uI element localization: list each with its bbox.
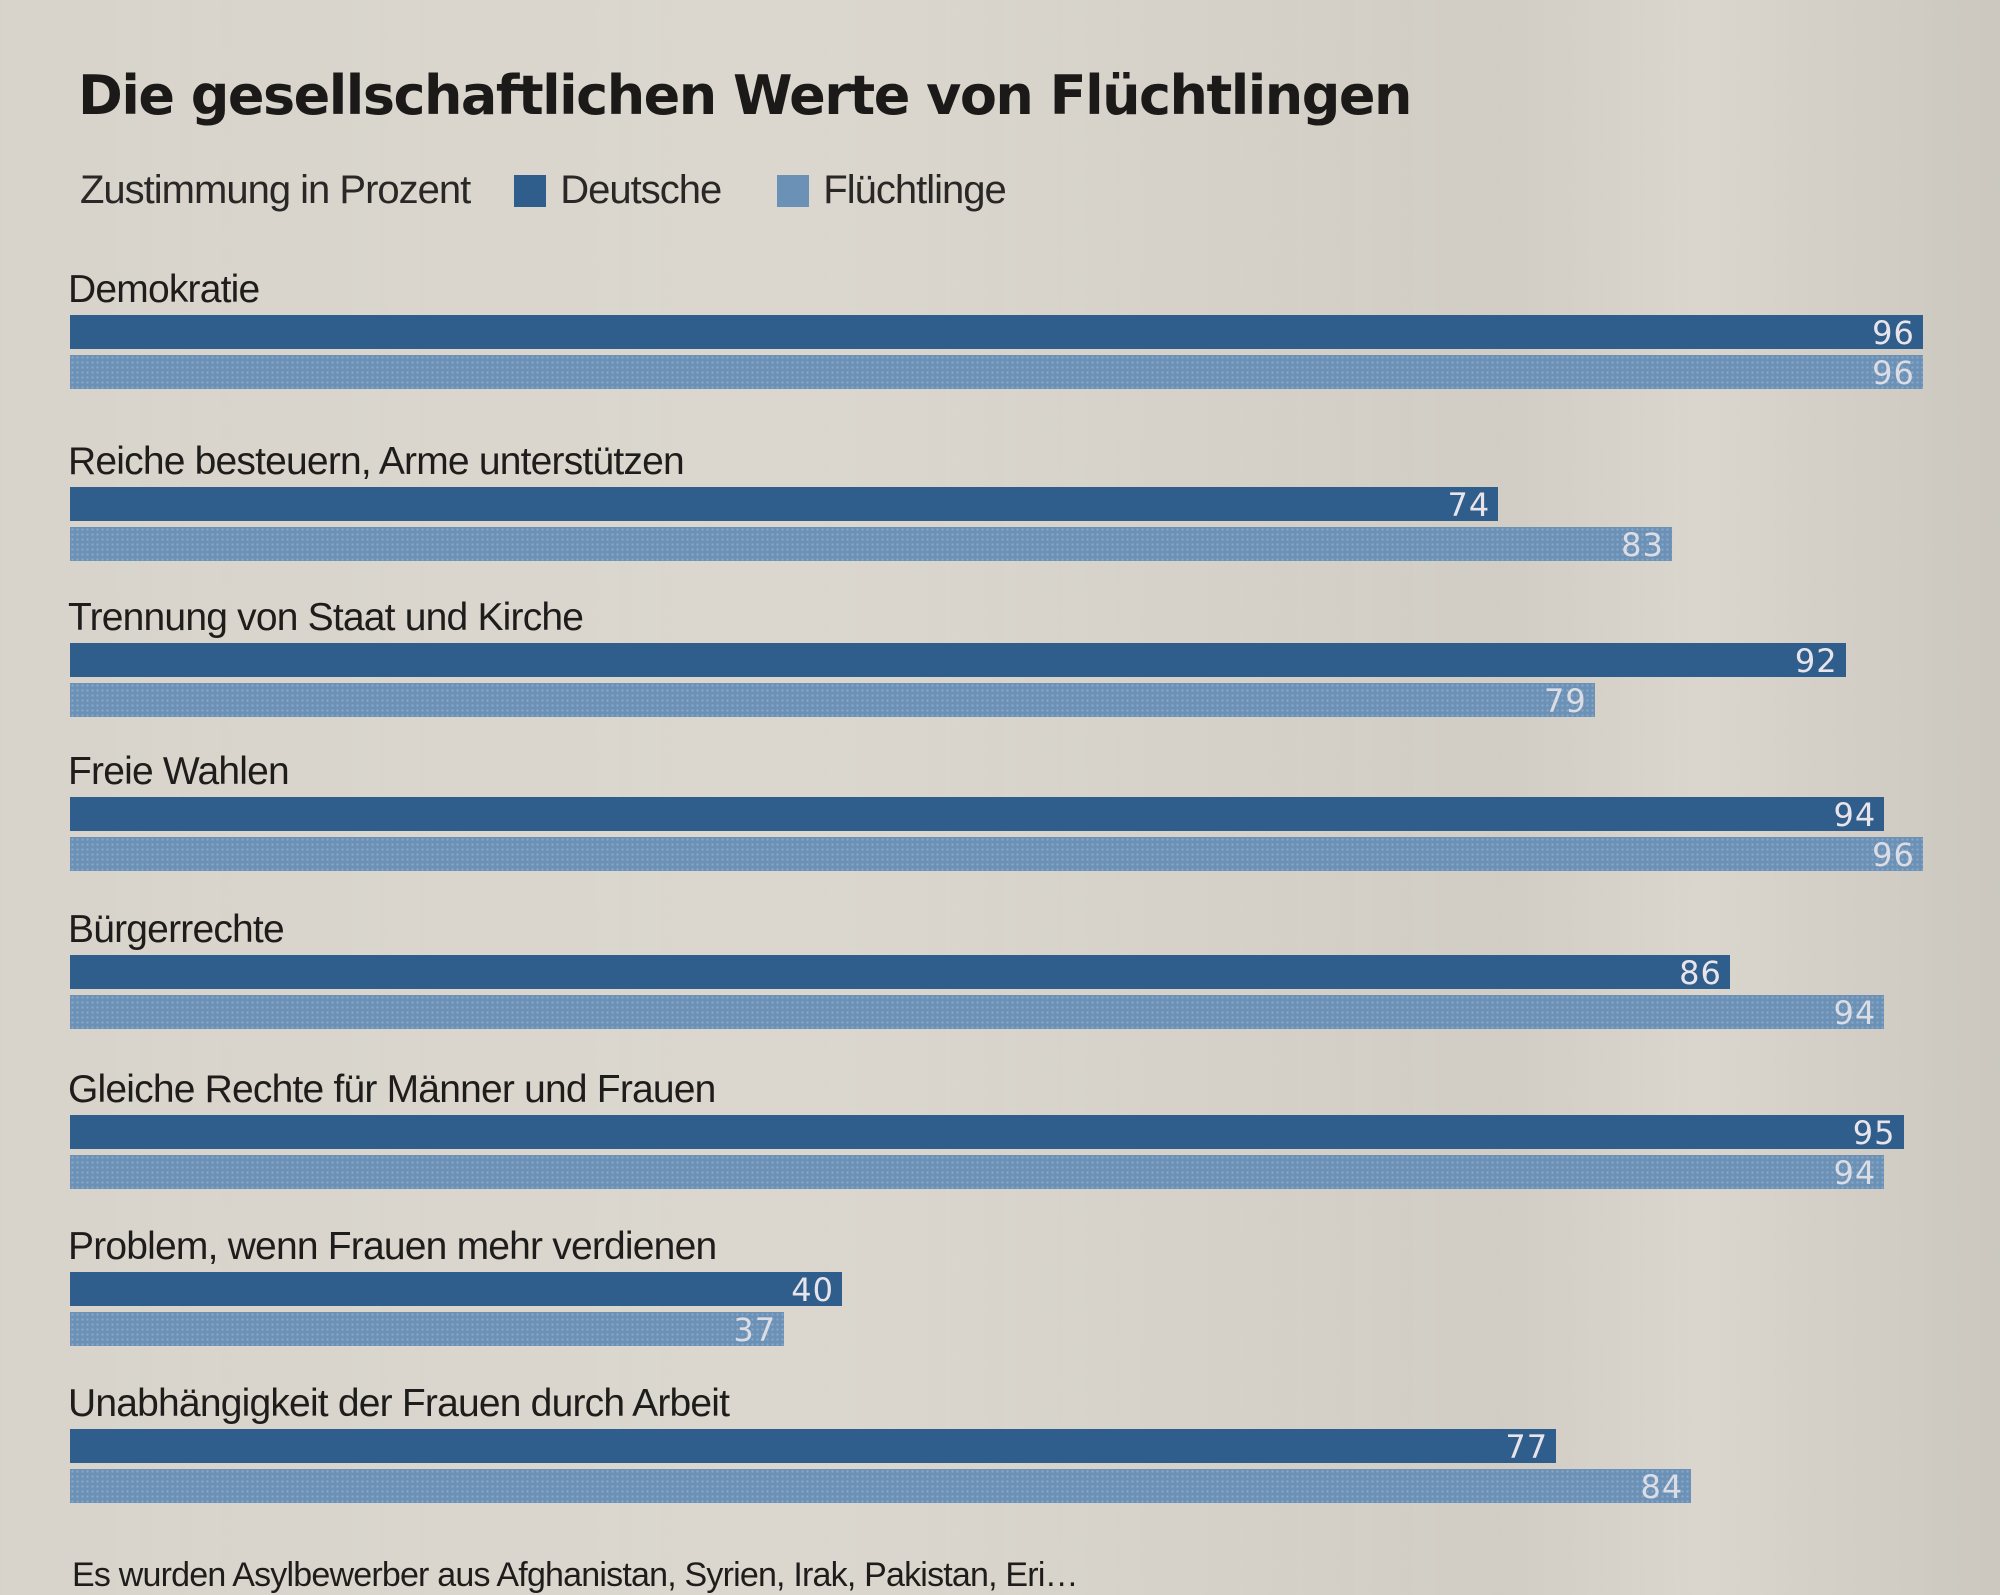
bar-value-label: 96 xyxy=(1872,314,1915,352)
bar-deutsche: 74 xyxy=(70,486,1499,524)
bar-value-label: 94 xyxy=(1833,796,1877,834)
bar-value-label: 83 xyxy=(1621,526,1664,564)
bar-value-label: 94 xyxy=(1833,994,1877,1032)
bar-deutsche: 95 xyxy=(70,1114,1904,1152)
category-label: Demokratie xyxy=(68,268,260,311)
bar-deutsche: 94 xyxy=(70,796,1885,834)
legend-subtitle: Zustimmung in Prozent xyxy=(80,168,471,212)
bar-fluechtlinge: 37 xyxy=(70,1311,785,1349)
bar-deutsche: 96 xyxy=(70,314,1923,352)
bar-value-label: 37 xyxy=(733,1311,777,1349)
category-label: Bürgerrechte xyxy=(68,908,285,951)
chart-title: Die gesellschaftlichen Werte von Flüchtl… xyxy=(78,64,1412,127)
legend-label-deutsche: Deutsche xyxy=(560,168,722,212)
bar-value-label: 77 xyxy=(1505,1428,1549,1466)
category-label: Unabhängigkeit der Frauen durch Arbeit xyxy=(68,1382,730,1425)
bar-value-label: 86 xyxy=(1679,954,1722,992)
bar-value-label: 79 xyxy=(1543,682,1587,720)
category-label: Trennung von Staat und Kirche xyxy=(68,596,584,639)
bar-value-label: 74 xyxy=(1447,486,1491,524)
bar-fluechtlinge: 96 xyxy=(70,836,1923,874)
bar-value-label: 95 xyxy=(1852,1114,1896,1152)
bar-deutsche: 40 xyxy=(70,1271,842,1309)
category-label: Gleiche Rechte für Männer und Frauen xyxy=(68,1068,716,1111)
bar-deutsche: 77 xyxy=(70,1428,1557,1466)
bar-value-label: 40 xyxy=(791,1271,834,1309)
bar-fluechtlinge: 84 xyxy=(70,1468,1692,1506)
category-label: Freie Wahlen xyxy=(68,750,290,793)
legend-swatch-fluechtlinge xyxy=(777,174,810,207)
bar-deutsche: 86 xyxy=(70,954,1730,992)
legend-swatch-deutsche xyxy=(514,174,547,207)
bar-value-label: 96 xyxy=(1872,836,1915,874)
bar-fluechtlinge: 94 xyxy=(70,1154,1885,1192)
bar-fluechtlinge: 79 xyxy=(70,682,1595,720)
bar-fluechtlinge: 96 xyxy=(70,354,1923,392)
legend-label-fluechtlinge: Flüchtlinge xyxy=(823,168,1006,212)
footer-note: Es wurden Asylbewerber aus Afghanistan, … xyxy=(72,1556,1079,1594)
legend-item-fluechtlinge: Flüchtlinge xyxy=(777,168,1007,213)
category-label: Problem, wenn Frauen mehr verdienen xyxy=(68,1225,717,1268)
bar-deutsche: 92 xyxy=(70,642,1846,680)
bar-fluechtlinge: 83 xyxy=(70,526,1672,564)
bar-value-label: 96 xyxy=(1872,354,1915,392)
category-label: Reiche besteuern, Arme unterstützen xyxy=(68,440,685,483)
bar-value-label: 92 xyxy=(1794,642,1838,680)
legend-item-deutsche: Deutsche xyxy=(514,168,722,213)
bar-value-label: 84 xyxy=(1640,1468,1684,1506)
bar-fluechtlinge: 94 xyxy=(70,994,1885,1032)
bar-value-label: 94 xyxy=(1833,1154,1877,1192)
legend: Zustimmung in Prozent Deutsche Flüchtlin… xyxy=(80,168,1007,213)
